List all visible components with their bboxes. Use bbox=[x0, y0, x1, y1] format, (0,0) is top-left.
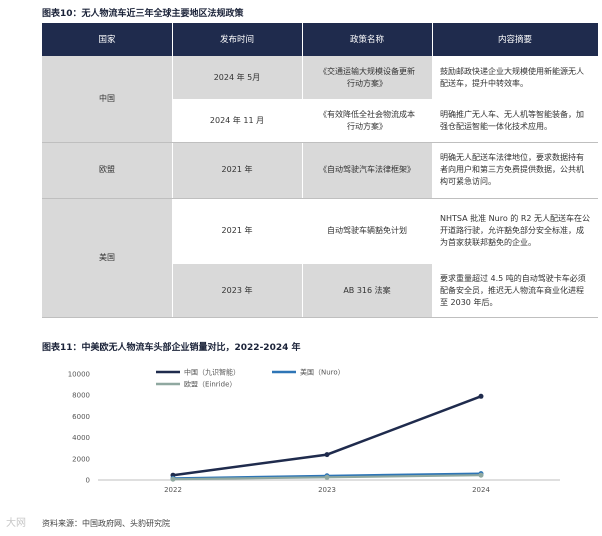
country-cell-usa: 美国 bbox=[42, 198, 172, 318]
column-divider bbox=[302, 23, 303, 318]
x-tick-label: 2023 bbox=[318, 486, 336, 494]
policy-cell: AB 316 法案 bbox=[302, 264, 432, 318]
y-tick-label: 8000 bbox=[72, 392, 90, 400]
table-header-policy: 政策名称 bbox=[302, 23, 432, 56]
y-tick-label: 0 bbox=[86, 477, 90, 485]
source-note: 资料来源：中国政府网、头豹研究院 bbox=[42, 519, 170, 528]
column-divider bbox=[432, 23, 433, 318]
y-tick-label: 4000 bbox=[72, 434, 90, 442]
data-point bbox=[170, 476, 176, 482]
x-tick-label: 2022 bbox=[164, 486, 182, 494]
policy-cell: 《交通运输大规模设备更新行动方案》 bbox=[302, 56, 432, 99]
row-divider bbox=[42, 142, 598, 143]
series-line-0 bbox=[172, 395, 482, 477]
date-cell: 2021 年 bbox=[172, 198, 302, 264]
table-header-country: 国家 bbox=[42, 23, 172, 56]
y-tick-label: 10000 bbox=[68, 371, 90, 379]
sales-line-chart: 0 2000 4000 6000 8000 10000 2022 2023 2024 中国（九识… bbox=[68, 368, 560, 494]
row-divider bbox=[42, 198, 598, 199]
summary-cell: 鼓励邮政快递企业大规模使用新能源无人配送车，提升中转效率。 bbox=[432, 56, 598, 99]
country-cell-china: 中国 bbox=[42, 56, 172, 142]
summary-cell: 明确无人配送车法律地位，要求数据持有者向用户和第三方免费提供数据，公共机构可紧急… bbox=[432, 142, 598, 198]
figure-11-title: 图表11：中美欧无人物流车头部企业销量对比，2022-2024 年 bbox=[42, 343, 301, 353]
legend-label: 中国（九识智能） bbox=[184, 368, 240, 377]
date-cell: 2023 年 bbox=[172, 264, 302, 318]
policy-table: 国家 发布时间 政策名称 内容摘要 中国 2024 年 5月 《交通运输大规模设… bbox=[42, 23, 598, 318]
row-divider bbox=[42, 317, 598, 318]
country-cell-eu: 欧盟 bbox=[42, 142, 172, 198]
table-header-date: 发布时间 bbox=[172, 23, 302, 56]
policy-cell: 《自动驾驶汽车法律框架》 bbox=[302, 142, 432, 198]
y-tick-label: 6000 bbox=[72, 413, 90, 421]
column-divider bbox=[172, 23, 173, 318]
data-point bbox=[324, 474, 330, 480]
data-point bbox=[478, 393, 484, 399]
policy-cell: 自动驾驶车辆豁免计划 bbox=[302, 198, 432, 264]
corner-watermark: 大网 bbox=[6, 518, 26, 529]
data-point bbox=[324, 452, 330, 458]
data-point bbox=[478, 472, 484, 478]
table-header-summary: 内容摘要 bbox=[432, 23, 598, 56]
summary-cell: 要求重量超过 4.5 吨的自动驾驶卡车必须配备安全员，推迟无人物流车商业化进程至… bbox=[432, 264, 598, 318]
date-cell: 2024 年 11 月 bbox=[172, 99, 302, 142]
policy-cell: 《有效降低全社会物流成本行动方案》 bbox=[302, 99, 432, 142]
summary-cell: NHTSA 批准 Nuro 的 R2 无人配送车在公开道路行驶，允许豁免部分安全… bbox=[432, 198, 598, 264]
y-tick-label: 2000 bbox=[72, 455, 90, 463]
legend-label: 欧盟（Einride） bbox=[184, 380, 236, 389]
date-cell: 2024 年 5月 bbox=[172, 56, 302, 99]
x-tick-label: 2024 bbox=[472, 486, 490, 494]
date-cell: 2021 年 bbox=[172, 142, 302, 198]
figure-10-title: 图表10：无人物流车近三年全球主要地区法规政策 bbox=[42, 9, 244, 19]
summary-cell: 明确推广无人车、无人机等智能装备，加强仓配运智能一体化技术应用。 bbox=[432, 99, 598, 142]
legend-label: 美国（Nuro） bbox=[300, 368, 345, 377]
